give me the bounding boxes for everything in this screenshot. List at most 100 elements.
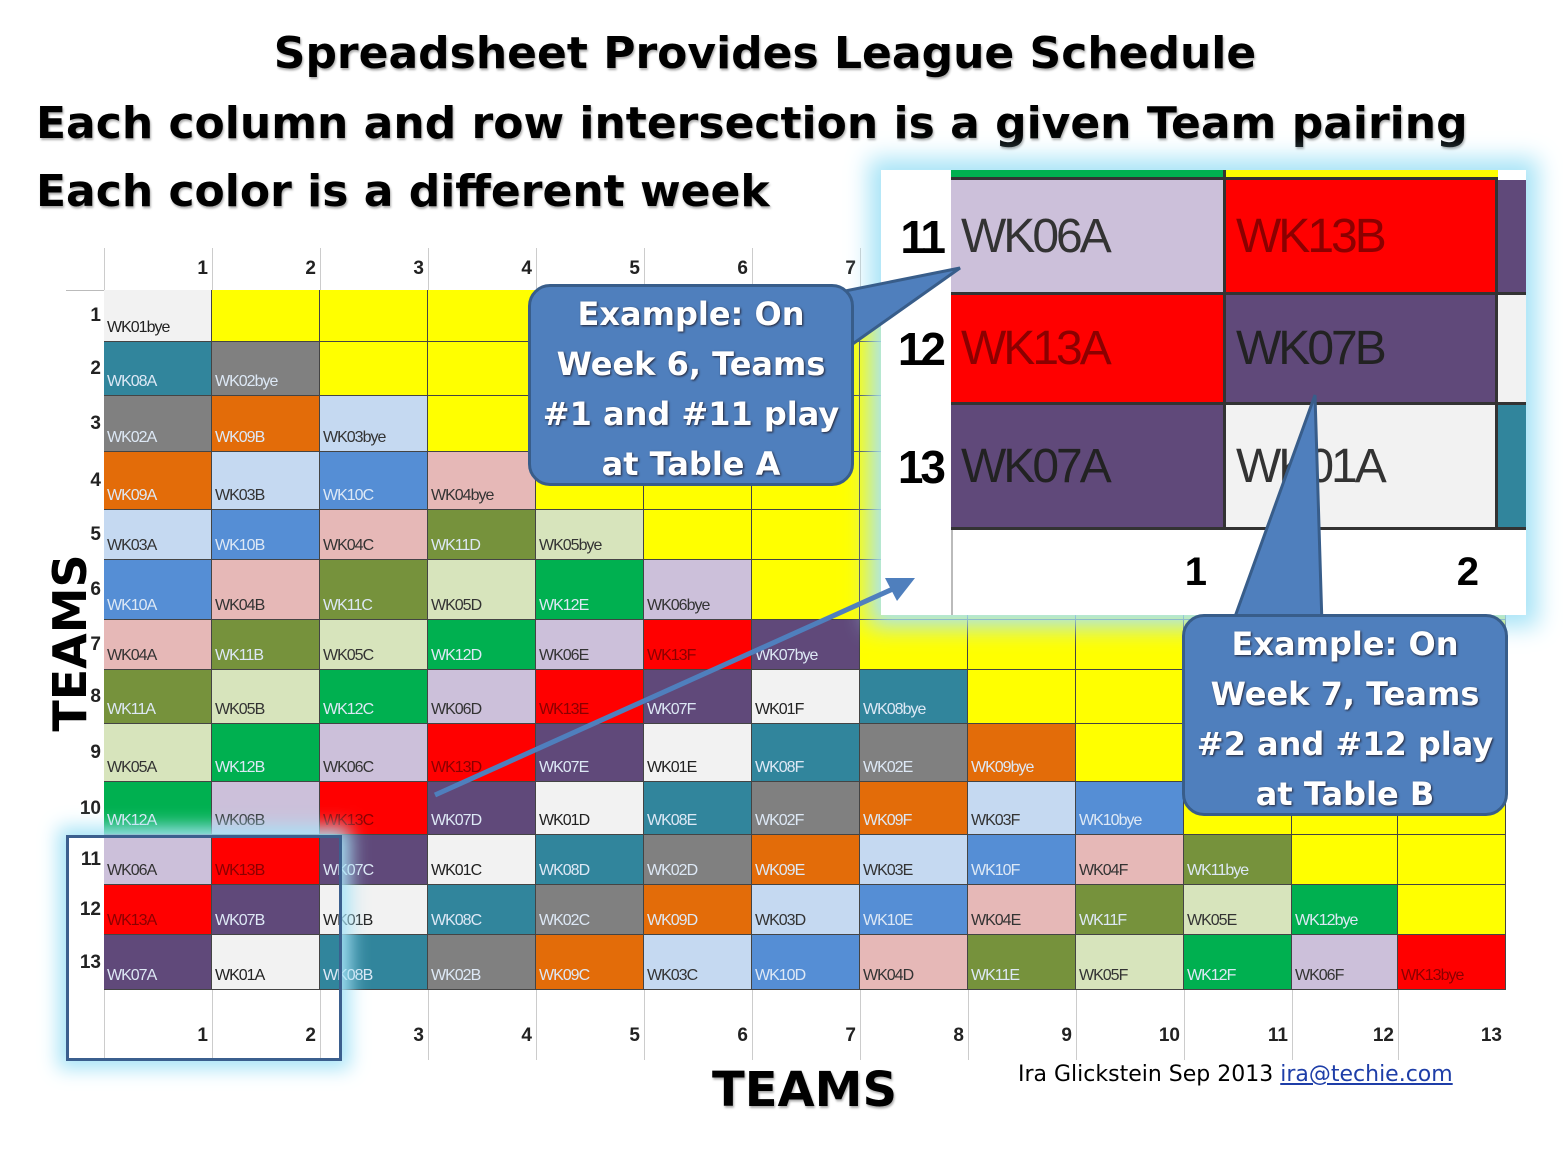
schedule-cell: WK10E	[860, 885, 968, 935]
schedule-cell: WK12B	[212, 724, 320, 782]
column-header: 6	[737, 258, 748, 279]
row-header: 7	[90, 634, 101, 655]
schedule-cell: WK11bye	[1184, 835, 1292, 885]
column-footer: 9	[1061, 1025, 1072, 1046]
schedule-cell: WK09bye	[968, 724, 1076, 782]
schedule-cell: WK01bye	[104, 290, 212, 342]
empty-cell	[212, 290, 320, 342]
schedule-cell: WK05bye	[536, 510, 644, 560]
credit-email-link[interactable]: ira@techie.com	[1280, 1062, 1453, 1087]
schedule-cell: WK01A	[212, 935, 320, 990]
schedule-cell: WK05C	[320, 620, 428, 670]
schedule-cell: WK06B	[212, 782, 320, 835]
schedule-cell: WK05B	[212, 670, 320, 724]
row-header: 4	[90, 470, 101, 491]
column-footer: 10	[1158, 1025, 1180, 1046]
schedule-cell: WK01E	[644, 724, 752, 782]
row-header: 12	[79, 899, 101, 920]
zoom-top-strip	[951, 170, 1226, 180]
zoom-inset: 11WK06AWK13B12WK13AWK07B13WK07AWK01A12	[881, 170, 1526, 615]
zoom-edge-cell	[1498, 180, 1526, 295]
empty-cell	[428, 396, 536, 452]
column-header: 1	[197, 258, 208, 279]
schedule-cell: WK06F	[1292, 935, 1398, 990]
row-header: 11	[80, 849, 101, 870]
schedule-cell: WK13B	[212, 835, 320, 885]
schedule-cell: WK12D	[428, 620, 536, 670]
schedule-cell: WK12C	[320, 670, 428, 724]
zoom-row-label: 11	[900, 210, 946, 263]
schedule-cell: WK10bye	[1076, 782, 1184, 835]
column-footer: 6	[737, 1025, 748, 1046]
schedule-cell: WK08F	[752, 724, 860, 782]
subtitle-line-1: Each column and row intersection is a gi…	[36, 98, 1468, 149]
schedule-cell: WK06E	[536, 620, 644, 670]
zoom-schedule-cell: WK13B	[1226, 180, 1498, 295]
zoom-row-label: 13	[897, 440, 946, 493]
zoom-schedule-cell: WK13A	[951, 295, 1226, 405]
schedule-cell: WK11B	[212, 620, 320, 670]
column-footer: 11	[1267, 1025, 1288, 1046]
column-footer: 5	[629, 1025, 640, 1046]
schedule-cell: WK05D	[428, 560, 536, 620]
schedule-cell: WK10D	[752, 935, 860, 990]
row-header: 6	[90, 579, 101, 600]
empty-cell	[644, 510, 752, 560]
row-header: 9	[90, 742, 101, 763]
callout-example-a: Example: On Week 6, Teams #1 and #11 pla…	[528, 284, 854, 486]
axis-bottom-label: TEAMS	[712, 1062, 898, 1118]
zoom-schedule-cell: WK06A	[951, 180, 1226, 295]
zoom-column-label: 1	[1184, 550, 1207, 594]
schedule-cell: WK01D	[536, 782, 644, 835]
schedule-cell: WK02D	[644, 835, 752, 885]
schedule-cell: WK12A	[104, 782, 212, 835]
schedule-cell: WK04F	[1076, 835, 1184, 885]
slide-title: Spreadsheet Provides League Schedule	[273, 28, 1257, 79]
schedule-cell: WK03F	[968, 782, 1076, 835]
empty-cell	[968, 620, 1076, 670]
schedule-cell: WK03bye	[320, 396, 428, 452]
empty-cell	[1292, 835, 1398, 885]
schedule-cell: WK13C	[320, 782, 428, 835]
highlight-box	[66, 835, 342, 1061]
schedule-cell: WK10B	[212, 510, 320, 560]
schedule-cell: WK05A	[104, 724, 212, 782]
schedule-cell: WK09E	[752, 835, 860, 885]
schedule-cell: WK04A	[104, 620, 212, 670]
credit-line: Ira Glickstein Sep 2013 ira@techie.com	[1018, 1062, 1453, 1087]
schedule-cell: WK08B	[320, 935, 428, 990]
column-footer: 1	[197, 1025, 208, 1046]
schedule-cell: WK04C	[320, 510, 428, 560]
empty-cell	[1076, 724, 1184, 782]
schedule-cell: WK06C	[320, 724, 428, 782]
schedule-cell: WK07A	[104, 935, 212, 990]
zoom-schedule-cell: WK07B	[1226, 295, 1498, 405]
empty-cell	[428, 290, 536, 342]
schedule-cell: WK05E	[1184, 885, 1292, 935]
schedule-cell: WK08A	[104, 342, 212, 396]
schedule-cell: WK09D	[644, 885, 752, 935]
column-header: 5	[629, 258, 640, 279]
schedule-cell: WK10C	[320, 452, 428, 510]
column-footer: 4	[521, 1025, 532, 1046]
schedule-cell: WK11E	[968, 935, 1076, 990]
empty-cell	[752, 510, 860, 560]
column-footer: 7	[845, 1025, 856, 1046]
empty-cell	[1398, 885, 1506, 935]
schedule-cell: WK13E	[536, 670, 644, 724]
schedule-cell: WK02A	[104, 396, 212, 452]
schedule-cell: WK01C	[428, 835, 536, 885]
zoom-row-label: 12	[897, 323, 946, 375]
callout-example-b: Example: On Week 7, Teams #2 and #12 pla…	[1182, 614, 1508, 816]
empty-cell	[1076, 670, 1184, 724]
column-header: 2	[305, 258, 316, 279]
row-header: 10	[79, 797, 101, 819]
empty-cell	[968, 670, 1076, 724]
schedule-cell: WK03A	[104, 510, 212, 560]
zoom-arrow-line	[433, 585, 897, 798]
schedule-cell: WK08E	[644, 782, 752, 835]
zoom-footer-strip	[951, 530, 1516, 615]
schedule-cell: WK06A	[104, 835, 212, 885]
zoom-schedule-cell: WK01A	[1226, 405, 1498, 530]
zoom-column-label: 2	[1456, 550, 1479, 594]
